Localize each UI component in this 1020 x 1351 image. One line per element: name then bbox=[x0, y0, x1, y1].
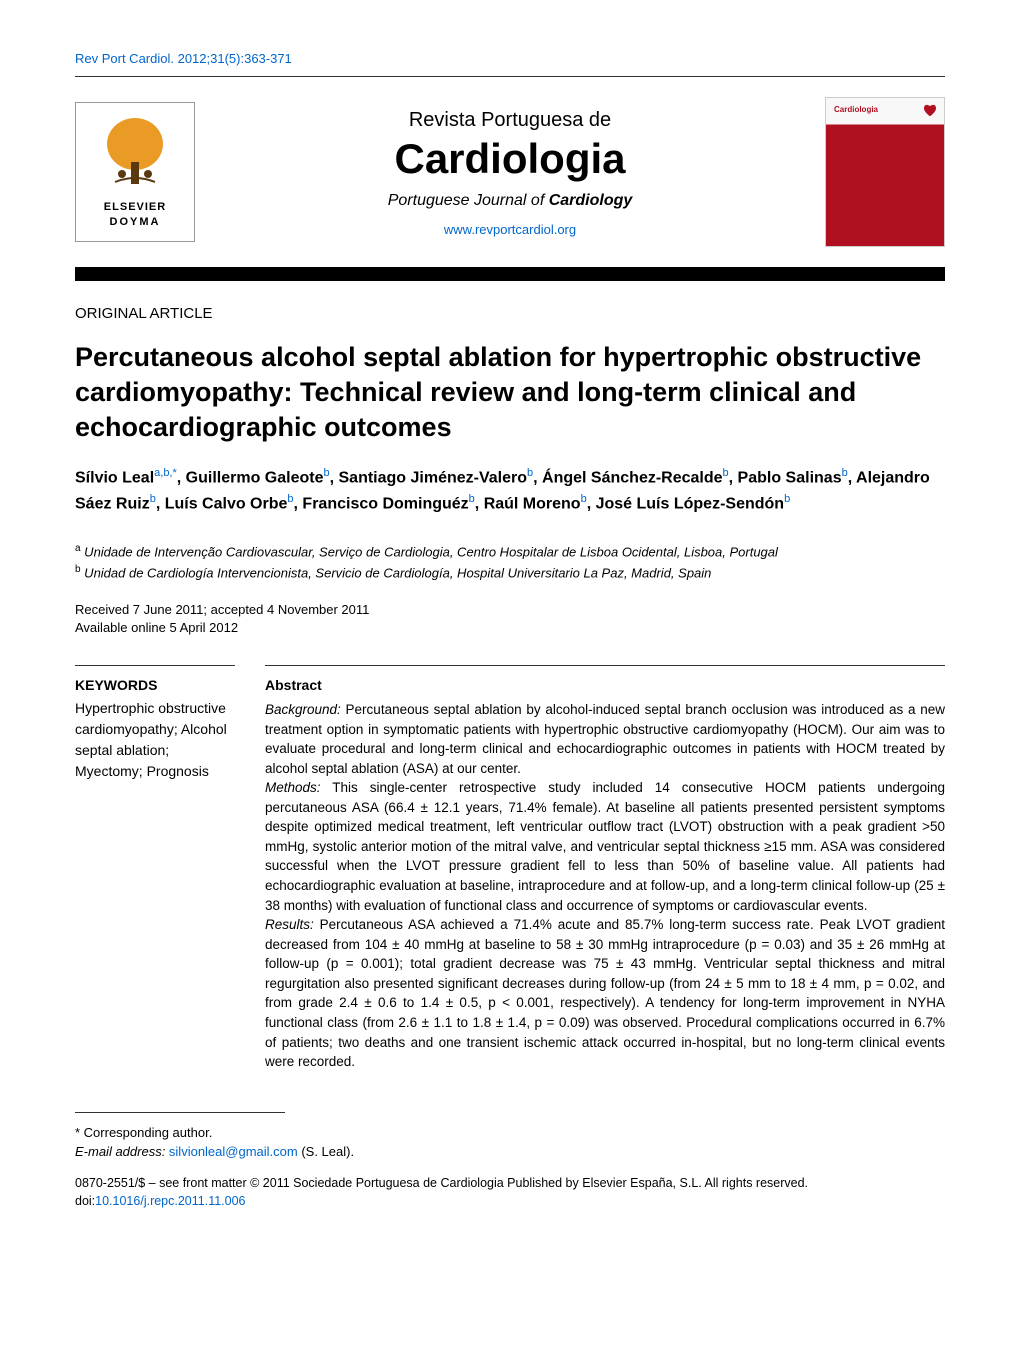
email-link[interactable]: silvionleal@gmail.com bbox=[169, 1144, 298, 1159]
journal-subtitle-bold: Cardiology bbox=[549, 192, 633, 209]
keywords-column: KEYWORDS Hypertrophic obstructive cardio… bbox=[75, 665, 235, 1071]
corresponding-author: * Corresponding author. E-mail address: … bbox=[75, 1123, 945, 1162]
journal-cover-thumbnail: Cardiologia bbox=[825, 97, 945, 247]
keywords-list: Hypertrophic obstructive cardiomyopathy;… bbox=[75, 698, 235, 782]
abstract-column: Abstract Background: Percutaneous septal… bbox=[265, 665, 945, 1071]
footer-separator bbox=[75, 1112, 285, 1113]
abstract-heading: Abstract bbox=[265, 676, 945, 696]
journal-url[interactable]: www.revportcardiol.org bbox=[215, 221, 805, 239]
doi-prefix: doi: bbox=[75, 1194, 95, 1208]
publisher-logo: ELSEVIER DOYMA bbox=[75, 102, 195, 242]
publisher-name: ELSEVIER bbox=[104, 200, 166, 215]
article-dates: Received 7 June 2011; accepted 4 Novembe… bbox=[75, 601, 945, 637]
copyright-line: 0870-2551/$ – see front matter © 2011 So… bbox=[75, 1174, 945, 1212]
available-online: Available online 5 April 2012 bbox=[75, 619, 945, 637]
author-list: Sílvio Leala,b,*, Guillermo Galeoteb, Sa… bbox=[75, 465, 945, 517]
masthead-bar bbox=[75, 267, 945, 281]
heart-icon bbox=[924, 104, 936, 116]
doi-link[interactable]: 10.1016/j.repc.2011.11.006 bbox=[95, 1194, 245, 1208]
elsevier-tree-icon bbox=[100, 114, 170, 194]
copyright-text: 0870-2551/$ – see front matter © 2011 So… bbox=[75, 1174, 945, 1193]
journal-reference: Rev Port Cardiol. 2012;31(5):363-371 bbox=[75, 50, 945, 68]
received-accepted: Received 7 June 2011; accepted 4 Novembe… bbox=[75, 601, 945, 619]
cover-thumb-label: Cardiologia bbox=[834, 104, 878, 115]
header-divider bbox=[75, 76, 945, 77]
keywords-heading: KEYWORDS bbox=[75, 676, 235, 696]
email-who: (S. Leal). bbox=[298, 1144, 354, 1159]
publisher-subname: DOYMA bbox=[110, 215, 161, 230]
journal-subtitle: Portuguese Journal of Cardiology bbox=[215, 190, 805, 212]
journal-subtitle-prefix: Portuguese Journal of bbox=[388, 192, 549, 209]
journal-title: Cardiologia bbox=[215, 130, 805, 189]
article-title: Percutaneous alcohol septal ablation for… bbox=[75, 340, 945, 445]
article-type: ORIGINAL ARTICLE bbox=[75, 303, 945, 324]
journal-title-block: Revista Portuguesa de Cardiologia Portug… bbox=[195, 106, 825, 239]
corr-label: * Corresponding author. bbox=[75, 1123, 945, 1143]
abstract-text: Background: Percutaneous septal ablation… bbox=[265, 700, 945, 1072]
abstract-block: KEYWORDS Hypertrophic obstructive cardio… bbox=[75, 665, 945, 1071]
email-label: E-mail address: bbox=[75, 1144, 169, 1159]
affiliations: a Unidade de Intervenção Cardiovascular,… bbox=[75, 541, 945, 583]
masthead: ELSEVIER DOYMA Revista Portuguesa de Car… bbox=[75, 97, 945, 267]
